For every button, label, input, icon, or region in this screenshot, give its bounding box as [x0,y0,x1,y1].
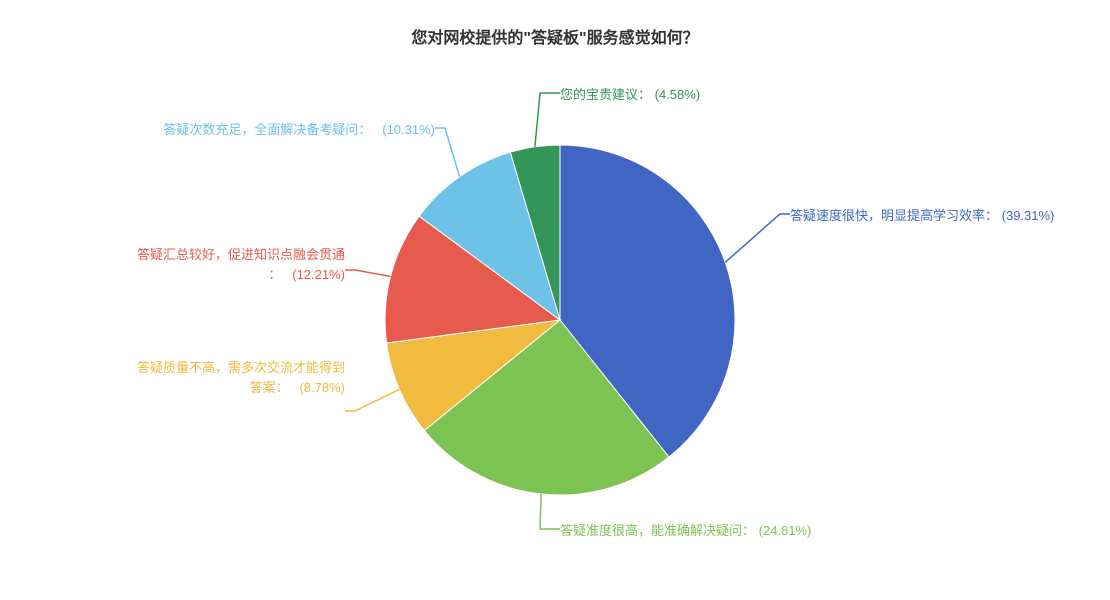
slice-label-text: 答疑次数充足，全面解决备考疑问： [163,122,371,137]
leader-line [725,214,790,262]
slice-label: 答疑准度很高，能准确解决疑问： (24.81%) [560,521,811,541]
slice-percent: (39.31%) [1002,208,1055,223]
leader-line [535,93,560,147]
slice-percent: (12.21%) [292,267,345,282]
slice-label-text: 答疑准度很高，能准确解决疑问： [560,523,755,538]
leader-line [540,494,560,529]
slice-label-text: 答疑汇总较好，促进知识点融会贯通 [137,247,345,262]
leader-line [435,128,460,177]
slice-label: 答疑速度很快，明显提高学习效率： (39.31%) [790,206,1054,226]
slice-label: 答疑次数充足，全面解决备考疑问： (10.31%) [163,120,435,140]
slice-label-text: 您的宝贵建议： [560,87,651,102]
slice-percent: (4.58%) [655,87,701,102]
slice-percent: (10.31%) [382,122,435,137]
pie-chart-container: 您对网校提供的"答疑板"服务感觉如何？ 答疑速度很快，明显提高学习效率： (39… [0,0,1110,600]
slice-label-text: 答疑质量不高，需多次交流才能得到 [137,360,345,375]
slice-percent: (24.81%) [759,523,812,538]
leader-line [345,389,399,411]
leader-line [345,270,391,276]
slice-label-text: 答疑速度很快，明显提高学习效率： [790,208,998,223]
slice-label-text: 答案： [250,380,289,395]
slice-label-text: ： [268,267,281,282]
slice-label: 您的宝贵建议： (4.58%) [560,85,700,105]
pie-chart [0,0,1110,600]
slice-label: 答疑汇总较好，促进知识点融会贯通 ： (12.21%) [137,245,345,284]
slice-percent: (8.78%) [299,380,345,395]
slice-label: 答疑质量不高，需多次交流才能得到答案： (8.78%) [137,358,345,397]
